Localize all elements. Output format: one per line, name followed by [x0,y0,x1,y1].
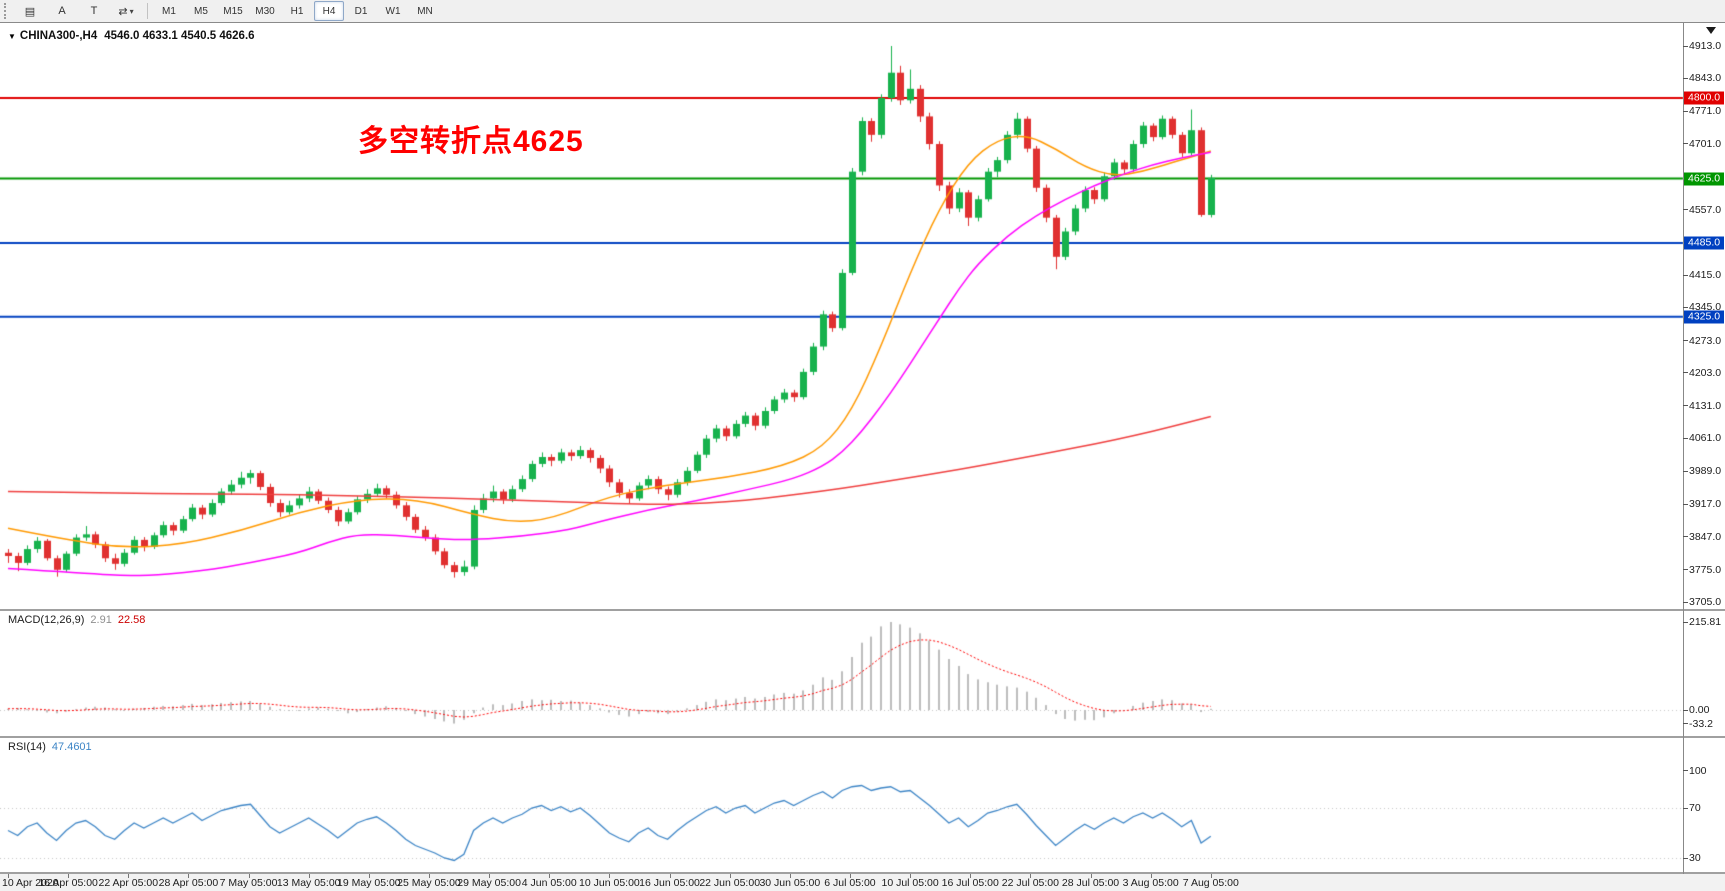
timeframe-m30-button[interactable]: M30 [255,5,275,17]
time-tick-mark [849,874,851,878]
time-axis-label: 16 Apr 05:00 [38,877,98,889]
time-tick-mark [1030,874,1032,878]
cycle-symbols-button[interactable]: ⇄ ▾ [111,1,141,21]
time-axis-label: 16 Jun 05:00 [639,877,700,889]
time-tick-mark [609,874,611,878]
timeframe-mn-button[interactable]: MN [417,5,433,17]
time-tick-mark [308,874,310,878]
macd-main-value: 2.91 [90,614,112,626]
rsi-indicator-label: RSI(14) 47.4601 [8,741,92,753]
cycle-arrows-icon: ⇄ [118,5,128,18]
time-tick-mark [8,874,9,878]
rsi-name: RSI(14) [8,741,46,753]
time-tick-mark [1150,874,1152,878]
time-tick-mark [549,874,551,878]
macd-name: MACD(12,26,9) [8,614,85,626]
toolbar-drag-handle[interactable] [4,3,10,19]
time-tick-mark [789,874,791,878]
font-a-icon: A [58,5,66,17]
text-t-icon: T [90,5,98,17]
chart-annotation-text[interactable]: 多空转折点4625 [358,125,584,158]
rsi-timeaxis-separator [0,872,1725,874]
ohlc-values: 4546.0 4633.1 4540.5 4626.6 [104,30,255,42]
time-tick-mark [1090,874,1092,878]
expand-ohlc-icon[interactable]: ▼ [8,32,16,41]
time-axis-label: 13 May 05:00 [276,877,341,889]
time-axis-label: 10 Jul 05:00 [881,877,939,889]
time-axis-label: 7 May 05:00 [219,877,278,889]
time-axis-label: 6 Jul 05:00 [824,877,876,889]
rsi-value: 47.4601 [51,741,92,753]
time-axis-label: 3 Aug 05:00 [1122,877,1179,889]
timeframe-h1-button[interactable]: H1 [290,5,304,17]
timeframe-m5-button[interactable]: M5 [194,5,208,17]
timeframe-h4-button[interactable]: H4 [314,1,344,21]
time-axis-strip[interactable]: 10 Apr 2020 16 Apr 05:00 22 Apr 05:00 28 Ap… [0,874,1725,891]
macd-signal-value: 22.58 [117,614,146,626]
time-tick-mark [729,874,731,878]
font-tool-button[interactable]: A [47,1,77,21]
toolbar-separator [147,3,148,19]
chevron-down-icon: ▾ [129,6,134,16]
price-scale-border [1683,23,1684,891]
time-axis-label: 19 May 05:00 [337,877,401,889]
time-tick-mark [428,874,430,878]
chart-title: ▼ CHINA300-,H4 4546.0 4633.1 4540.5 4626.6 [8,30,255,42]
time-axis-label: 25 May 05:00 [397,877,461,889]
time-tick-mark [248,874,250,878]
time-axis-label: 22 Jul 05:00 [1001,877,1059,889]
timeframe-m15-button[interactable]: M15 [223,5,243,17]
time-tick-mark [669,874,671,878]
time-tick-mark [188,874,190,878]
timeframe-m1-button[interactable]: M1 [162,5,176,17]
timeframe-w1-button[interactable]: W1 [385,5,401,17]
time-tick-mark [68,874,70,878]
text-tool-button[interactable]: T [79,1,109,21]
time-axis-label: 4 Jun 05:00 [521,877,577,889]
tick-grid-icon: ▤ [24,5,36,18]
time-tick-mark [970,874,972,878]
time-tick-mark [1210,874,1212,878]
time-axis-label: 10 Jun 05:00 [579,877,640,889]
time-tick-mark [128,874,130,878]
time-axis-label: 16 Jul 05:00 [941,877,999,889]
time-tick-mark [368,874,370,878]
timeframe-d1-button[interactable]: D1 [354,5,368,17]
macd-indicator-label: MACD(12,26,9) 2.91 22.58 [8,614,145,626]
macd-rsi-separator[interactable] [0,736,1725,738]
chart-shift-marker[interactable] [1706,27,1716,34]
time-axis-label: 10 Apr 2020 [2,877,59,889]
time-axis-label: 28 Apr 05:00 [158,877,219,889]
time-axis-label: 28 Jul 05:00 [1061,877,1120,889]
timeframe-toolbar: M1 M5 M15 M30 H1 H4 D1 W1 MN [153,1,441,21]
symbol-period-label: CHINA300-,H4 [19,30,98,42]
tick-grid-button[interactable]: ▤ [15,1,45,21]
main-macd-separator[interactable] [0,609,1725,611]
time-axis-label: 7 Aug 05:00 [1182,877,1239,889]
toolbar: ▤ A T ⇄ ▾ M1 M5 M15 M30 H1 H4 D1 W1 MN [0,0,1725,23]
time-axis-label: 22 Apr 05:00 [98,877,159,889]
time-tick-mark [910,874,912,878]
time-axis-label: 30 Jun 05:00 [759,877,821,889]
time-axis-label: 22 Jun 05:00 [699,877,761,889]
time-axis-label: 29 May 05:00 [457,877,521,889]
time-tick-mark [489,874,491,878]
